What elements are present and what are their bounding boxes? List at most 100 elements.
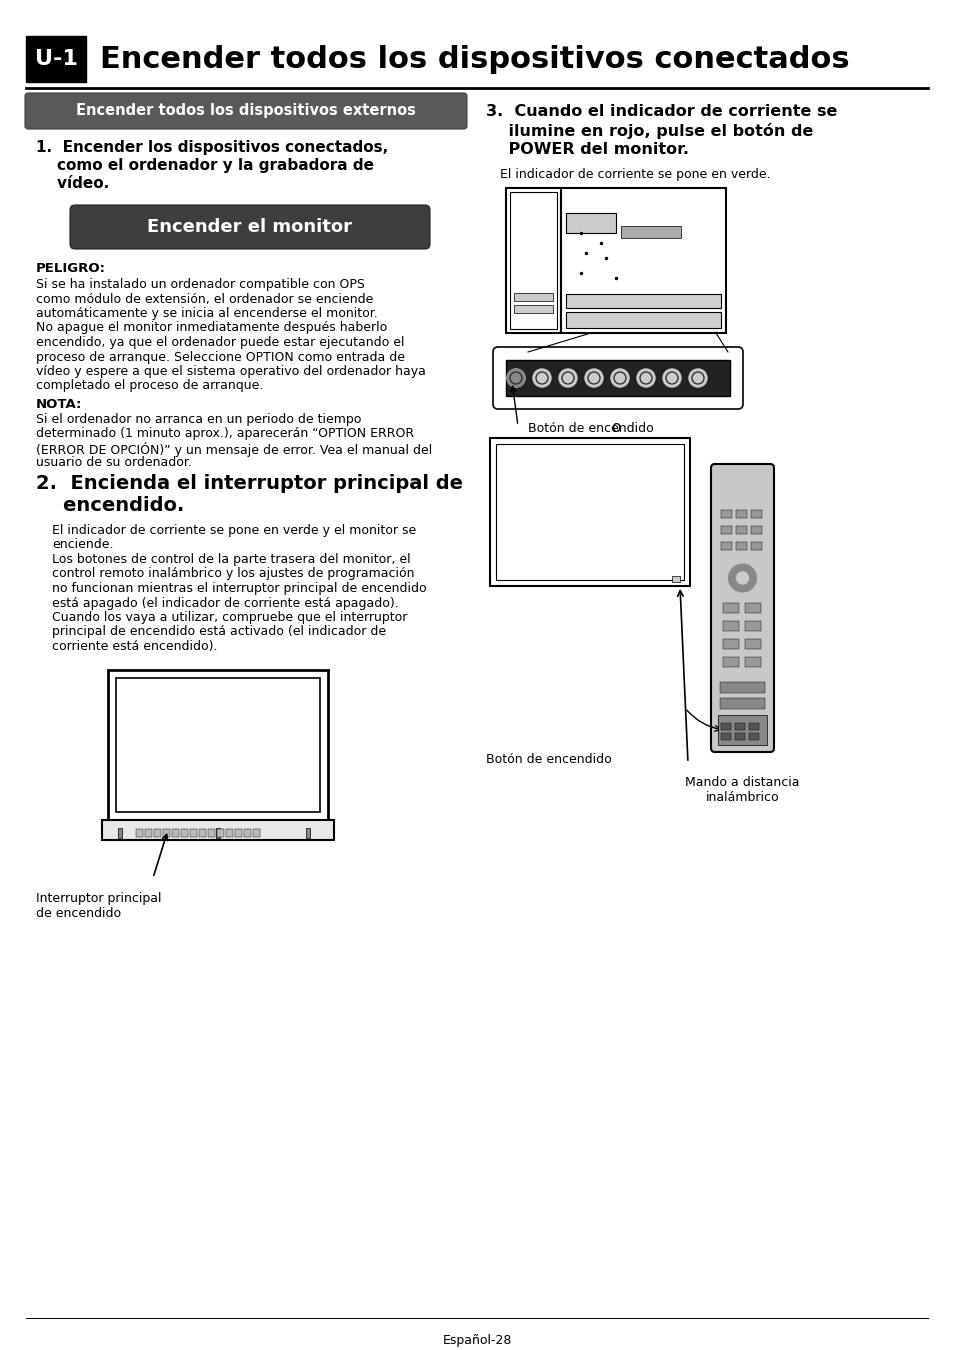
Bar xyxy=(720,733,730,740)
Bar xyxy=(145,829,152,837)
Text: no funcionan mientras el interruptor principal de encendido: no funcionan mientras el interruptor pri… xyxy=(52,582,426,595)
Text: vídeo.: vídeo. xyxy=(36,176,110,190)
Bar xyxy=(244,829,251,837)
Bar xyxy=(26,36,86,82)
Bar xyxy=(720,510,731,518)
Bar xyxy=(744,639,760,649)
FancyBboxPatch shape xyxy=(70,205,430,248)
Text: Si el ordenador no arranca en un periodo de tiempo: Si el ordenador no arranca en un periodo… xyxy=(36,413,361,427)
Text: encendido, ya que el ordenador puede estar ejecutando el: encendido, ya que el ordenador puede est… xyxy=(36,336,404,350)
Bar xyxy=(208,829,214,837)
Text: Mando a distancia
inalámbrico: Mando a distancia inalámbrico xyxy=(684,776,799,805)
Bar xyxy=(748,733,759,740)
Text: control remoto inalámbrico y los ajustes de programación: control remoto inalámbrico y los ajustes… xyxy=(52,567,414,580)
Bar xyxy=(199,829,206,837)
FancyBboxPatch shape xyxy=(710,464,773,752)
Bar xyxy=(102,819,334,840)
Text: Español-28: Español-28 xyxy=(442,1334,511,1347)
Text: vídeo y espere a que el sistema operativo del ordenador haya: vídeo y espere a que el sistema operativ… xyxy=(36,364,425,378)
Text: ilumine en rojo, pulse el botón de: ilumine en rojo, pulse el botón de xyxy=(485,123,813,139)
Circle shape xyxy=(584,369,602,387)
Text: Encender todos los dispositivos conectados: Encender todos los dispositivos conectad… xyxy=(100,45,849,73)
Text: principal de encendido está activado (el indicador de: principal de encendido está activado (el… xyxy=(52,625,386,639)
Bar xyxy=(560,188,725,333)
Bar xyxy=(118,828,122,838)
Bar xyxy=(748,724,759,730)
Text: como el ordenador y la grabadora de: como el ordenador y la grabadora de xyxy=(36,158,374,173)
Text: (ERROR DE OPCIÓN)” y un mensaje de error. Vea el manual del: (ERROR DE OPCIÓN)” y un mensaje de error… xyxy=(36,441,432,458)
Bar xyxy=(722,621,739,630)
Bar xyxy=(216,829,224,837)
Bar xyxy=(215,828,220,838)
Bar xyxy=(744,657,760,667)
Circle shape xyxy=(637,369,655,387)
Bar xyxy=(565,294,720,308)
Text: automáticamente y se inicia al encenderse el monitor.: automáticamente y se inicia al encenders… xyxy=(36,306,377,320)
Circle shape xyxy=(728,564,756,593)
Text: No apague el monitor inmediatamente después haberlo: No apague el monitor inmediatamente desp… xyxy=(36,321,387,335)
Text: POWER del monitor.: POWER del monitor. xyxy=(485,142,688,157)
Bar xyxy=(734,733,744,740)
Bar xyxy=(226,829,233,837)
Bar xyxy=(234,829,242,837)
Text: Si se ha instalado un ordenador compatible con OPS: Si se ha instalado un ordenador compatib… xyxy=(36,278,364,292)
Bar xyxy=(253,829,260,837)
Bar xyxy=(720,698,764,709)
Bar xyxy=(735,541,746,549)
Text: o: o xyxy=(611,420,620,435)
Bar xyxy=(163,829,170,837)
Bar xyxy=(172,829,179,837)
FancyBboxPatch shape xyxy=(25,93,467,130)
Bar xyxy=(505,188,560,333)
Bar xyxy=(306,828,310,838)
Circle shape xyxy=(610,369,628,387)
Bar xyxy=(514,293,553,301)
Circle shape xyxy=(506,369,524,387)
Text: 3.  Cuando el indicador de corriente se: 3. Cuando el indicador de corriente se xyxy=(485,104,837,119)
Bar xyxy=(565,312,720,328)
Bar xyxy=(734,724,744,730)
Circle shape xyxy=(506,369,524,387)
Text: Encender el monitor: Encender el monitor xyxy=(148,217,352,236)
Bar xyxy=(671,576,679,582)
Text: Cuando los vaya a utilizar, compruebe que el interruptor: Cuando los vaya a utilizar, compruebe qu… xyxy=(52,612,407,624)
Circle shape xyxy=(662,369,680,387)
Bar xyxy=(750,510,761,518)
Text: Encender todos los dispositivos externos: Encender todos los dispositivos externos xyxy=(76,104,416,119)
Bar xyxy=(718,716,766,745)
Bar xyxy=(735,526,746,535)
Circle shape xyxy=(688,369,706,387)
Text: proceso de arranque. Seleccione OPTION como entrada de: proceso de arranque. Seleccione OPTION c… xyxy=(36,351,405,363)
Text: Botón de encendido: Botón de encendido xyxy=(527,423,653,435)
Text: 1.  Encender los dispositivos conectados,: 1. Encender los dispositivos conectados, xyxy=(36,140,388,155)
Text: encendido.: encendido. xyxy=(36,495,184,514)
Text: Botón de encendido: Botón de encendido xyxy=(485,753,611,765)
Bar xyxy=(505,360,729,396)
Bar xyxy=(722,657,739,667)
Bar xyxy=(720,541,731,549)
Bar xyxy=(720,682,764,693)
Bar xyxy=(735,510,746,518)
Text: está apagado (el indicador de corriente está apagado).: está apagado (el indicador de corriente … xyxy=(52,597,398,609)
Text: PELIGRO:: PELIGRO: xyxy=(36,262,106,275)
Bar xyxy=(722,639,739,649)
Text: como módulo de extensión, el ordenador se enciende: como módulo de extensión, el ordenador s… xyxy=(36,293,373,305)
Bar xyxy=(496,444,683,580)
Bar xyxy=(750,541,761,549)
Bar xyxy=(722,603,739,613)
Text: enciende.: enciende. xyxy=(52,539,113,552)
Bar xyxy=(116,678,319,811)
Bar xyxy=(514,305,553,313)
Text: El indicador de corriente se pone en verde.: El indicador de corriente se pone en ver… xyxy=(499,167,770,181)
Bar xyxy=(153,829,161,837)
Bar xyxy=(108,670,328,819)
Bar xyxy=(720,724,730,730)
Circle shape xyxy=(533,369,551,387)
Bar xyxy=(190,829,196,837)
FancyBboxPatch shape xyxy=(493,347,742,409)
Bar xyxy=(744,621,760,630)
Text: 2.  Encienda el interruptor principal de: 2. Encienda el interruptor principal de xyxy=(36,474,462,493)
Bar xyxy=(750,526,761,535)
Circle shape xyxy=(736,572,748,585)
Circle shape xyxy=(558,369,577,387)
